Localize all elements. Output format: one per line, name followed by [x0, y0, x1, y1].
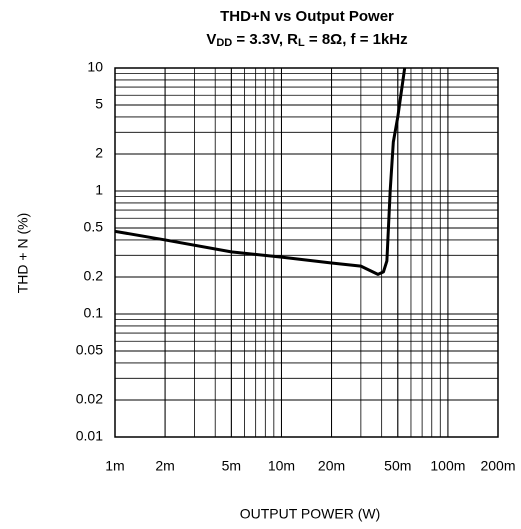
y-tick-label: 0.5 [84, 219, 104, 235]
y-tick-label: 1 [95, 182, 103, 198]
x-axis-label: OUTPUT POWER (W) [240, 506, 381, 522]
x-tick-label: 100m [430, 458, 465, 474]
subtitle-part: DD [216, 37, 232, 49]
x-tick-label: 5m [222, 458, 241, 474]
data-line [115, 68, 407, 276]
x-tick-label: 50m [384, 458, 411, 474]
y-tick-label: 0.1 [84, 305, 104, 321]
subtitle-part: L [298, 37, 305, 49]
subtitle-part: = 8Ω, f = 1kHz [305, 31, 408, 48]
y-tick-label: 0.05 [76, 342, 103, 358]
subtitle-part: = 3.3V, R [232, 31, 298, 48]
x-tick-label: 1m [105, 458, 124, 474]
y-axis-label: THD + N (%) [15, 213, 31, 294]
y-tick-label: 10 [87, 59, 103, 75]
y-tick-label: 0.2 [84, 268, 104, 284]
y-tick-label: 0.02 [76, 391, 103, 407]
y-tick-label: 0.01 [76, 428, 103, 444]
y-tick-label: 2 [95, 145, 103, 161]
x-tick-label: 10m [268, 458, 295, 474]
x-tick-label: 2m [155, 458, 174, 474]
x-tick-label: 20m [318, 458, 345, 474]
y-tick-label: 5 [95, 96, 103, 112]
plot-frame [114, 67, 499, 438]
chart-title: THD+N vs Output Power [220, 8, 394, 25]
x-tick-label: 200m [480, 458, 515, 474]
chart-subtitle: VDD = 3.3V, RL = 8Ω, f = 1kHz [206, 31, 407, 49]
subtitle-part: V [206, 31, 216, 48]
